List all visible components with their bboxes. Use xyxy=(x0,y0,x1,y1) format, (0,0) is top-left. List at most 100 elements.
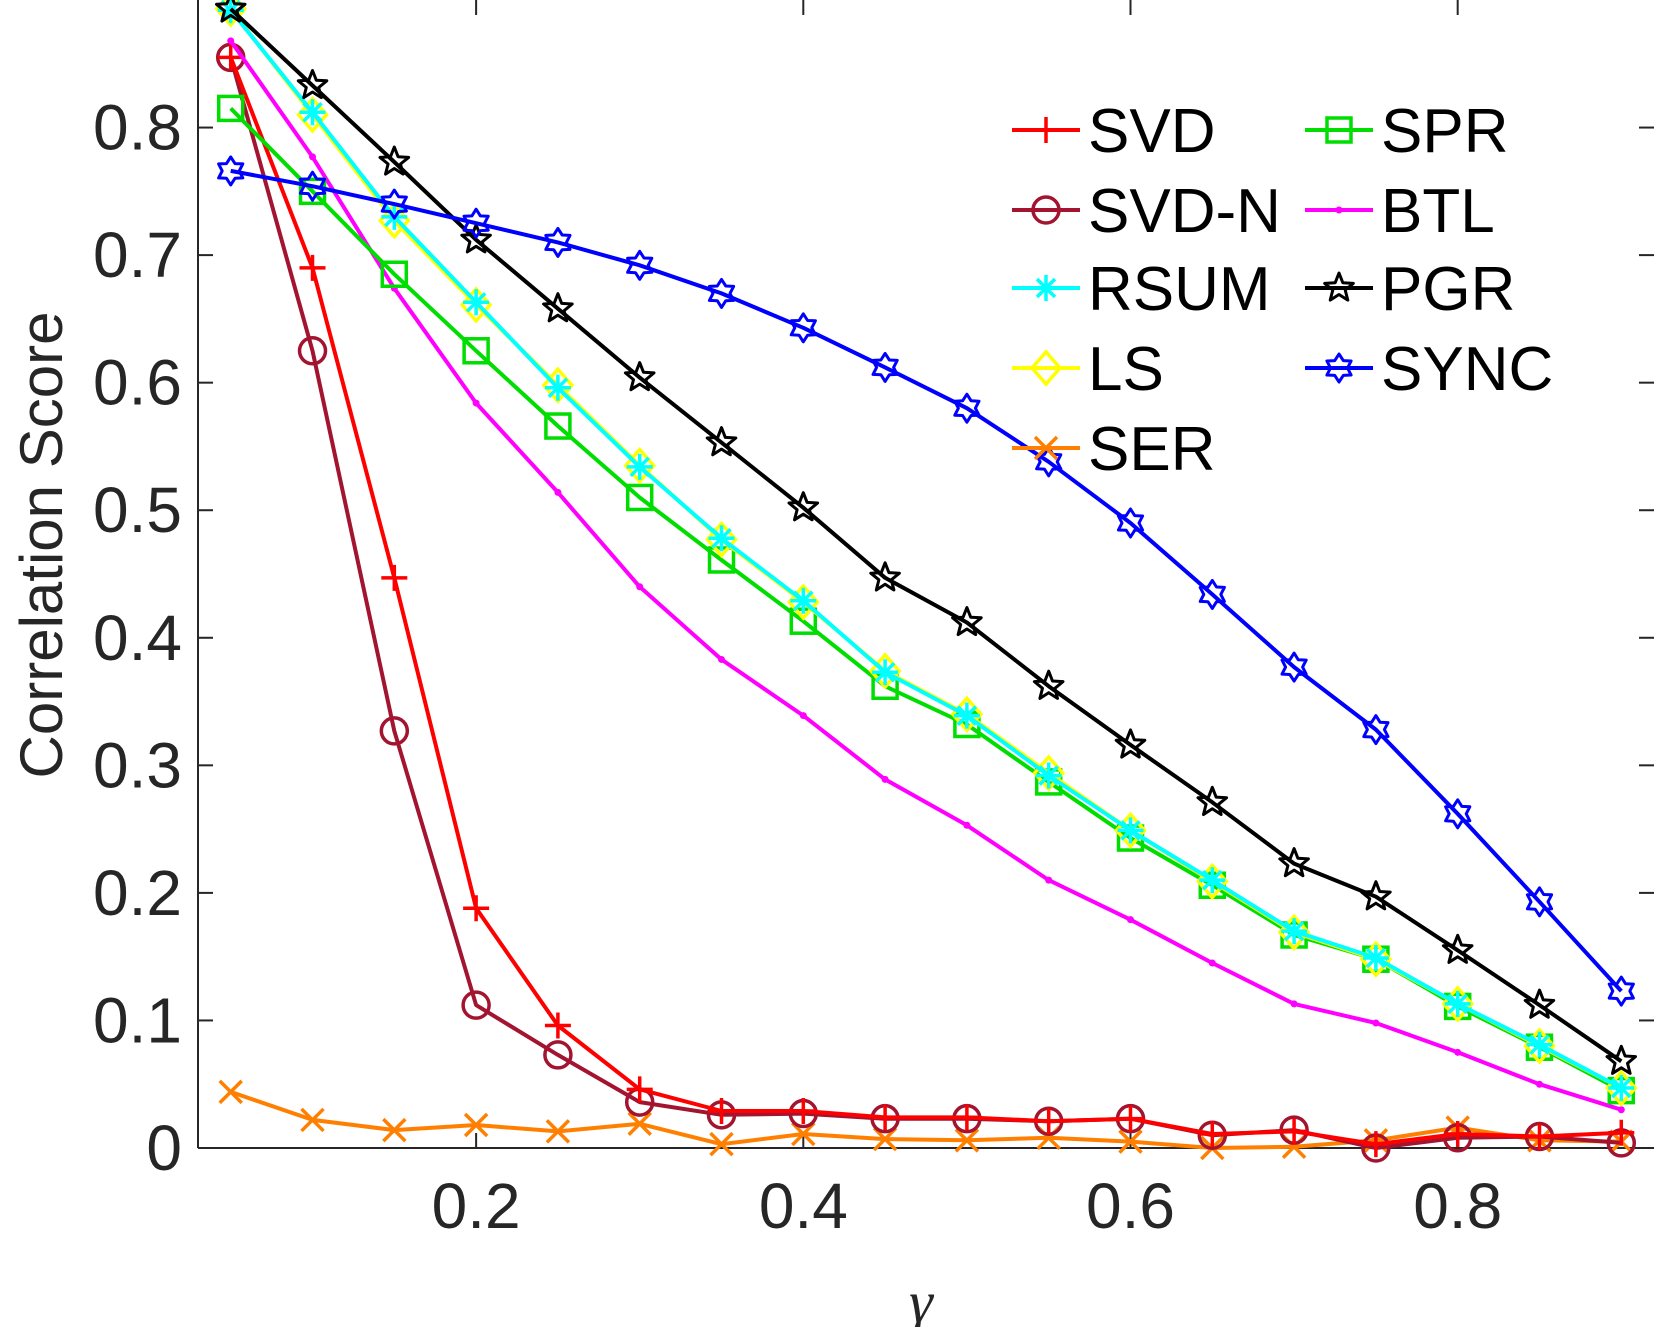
y-tick-label: 0.1 xyxy=(93,984,182,1056)
data-point-ser xyxy=(382,1117,407,1143)
data-point-btl xyxy=(1372,1019,1380,1027)
data-point-pgr xyxy=(1196,785,1229,816)
legend-marker-btl xyxy=(1335,206,1343,214)
data-point-spr xyxy=(380,260,409,288)
series-line-rsum xyxy=(229,8,1623,1090)
data-point-pgr xyxy=(1605,1044,1637,1075)
data-point-btl xyxy=(636,583,644,591)
data-point-sync xyxy=(544,226,572,258)
data-point-svd-n xyxy=(543,1040,573,1070)
legend-item-sync: SYNC xyxy=(1305,335,1553,404)
legend-marker-rsum xyxy=(1033,275,1059,301)
data-point-pgr xyxy=(1360,880,1392,911)
legend-marker-svd xyxy=(1033,117,1059,143)
y-tick-label: 0.3 xyxy=(93,729,182,801)
legend-marker-sync xyxy=(1325,352,1353,384)
legend-item-svd: SVD xyxy=(1012,97,1215,166)
y-tick-label: 0.4 xyxy=(93,602,182,674)
y-tick-label: 0.2 xyxy=(93,857,182,929)
legend-label-svd: SVD xyxy=(1088,97,1215,166)
data-point-ls xyxy=(459,286,493,324)
x-tick-label: 0.6 xyxy=(1086,1170,1175,1242)
data-point-rsum xyxy=(1444,990,1471,1017)
series-group xyxy=(214,0,1638,1163)
data-point-svd xyxy=(381,564,408,591)
data-point-ser xyxy=(709,1131,734,1157)
data-point-btl xyxy=(1290,1000,1298,1008)
data-point-svd xyxy=(1608,1119,1635,1146)
data-point-rsum xyxy=(299,99,326,126)
data-point-sync xyxy=(707,277,736,309)
data-point-btl xyxy=(1126,916,1134,924)
data-point-pgr xyxy=(1523,988,1556,1019)
legend-item-ser: SER xyxy=(1012,415,1215,484)
data-point-sync xyxy=(380,188,408,220)
data-point-ser xyxy=(627,1111,652,1136)
data-point-svd xyxy=(872,1104,899,1131)
data-point-svd xyxy=(544,1012,571,1039)
data-point-pgr xyxy=(951,606,983,637)
data-point-btl xyxy=(227,37,235,45)
data-point-svd xyxy=(626,1076,653,1103)
data-point-ser xyxy=(300,1107,325,1133)
data-point-rsum xyxy=(544,374,571,401)
data-point-pgr xyxy=(1278,847,1310,878)
data-point-pgr xyxy=(1032,669,1065,700)
data-point-rsum xyxy=(1199,867,1226,894)
data-point-pgr xyxy=(1114,728,1147,759)
x-tick-label: 0.8 xyxy=(1413,1170,1502,1242)
data-point-sync xyxy=(871,351,899,383)
data-point-rsum xyxy=(1608,1075,1635,1102)
y-axis-label: Correlation Score xyxy=(8,312,75,779)
data-point-rsum xyxy=(1362,944,1389,971)
legend-label-ls: LS xyxy=(1088,335,1164,404)
data-point-rsum xyxy=(953,702,980,729)
legend-marker-ser xyxy=(1033,435,1059,461)
data-point-pgr xyxy=(378,145,411,176)
data-point-ser xyxy=(872,1126,898,1152)
data-point-spr xyxy=(462,337,490,365)
data-point-btl xyxy=(1045,876,1053,884)
y-tick-label: 0.8 xyxy=(93,92,182,164)
data-point-sync xyxy=(789,312,817,344)
legend-label-pgr: PGR xyxy=(1381,255,1515,324)
data-point-ser xyxy=(1118,1129,1143,1154)
data-point-ser xyxy=(791,1121,816,1147)
series-sync xyxy=(217,155,1635,1007)
data-point-rsum xyxy=(1526,1031,1553,1058)
data-point-pgr xyxy=(869,561,901,592)
data-point-svd xyxy=(1526,1123,1553,1150)
data-point-spr xyxy=(544,412,572,440)
series-line-svd xyxy=(228,56,1622,1147)
data-point-ls xyxy=(786,583,820,621)
data-point-ser xyxy=(954,1128,980,1153)
data-point-svd xyxy=(1117,1105,1144,1132)
data-point-svd xyxy=(299,254,326,281)
data-point-rsum xyxy=(790,587,817,614)
data-point-sync xyxy=(1280,651,1308,683)
legend-item-rsum: RSUM xyxy=(1012,255,1271,324)
legend-label-btl: BTL xyxy=(1381,177,1495,246)
data-point-svd-n xyxy=(379,716,410,746)
data-point-sync xyxy=(1525,886,1554,918)
data-point-btl xyxy=(718,655,726,663)
data-point-sync xyxy=(1362,714,1390,746)
data-point-rsum xyxy=(1281,918,1308,945)
data-point-btl xyxy=(1535,1080,1543,1088)
data-point-btl xyxy=(309,153,317,161)
legend-marker-spr xyxy=(1325,116,1353,144)
legend-label-ser: SER xyxy=(1088,415,1215,484)
data-point-pgr xyxy=(542,292,574,323)
data-point-btl xyxy=(1208,959,1216,967)
data-point-ser xyxy=(545,1119,571,1144)
data-point-svd xyxy=(217,44,244,71)
x-tick-label: 0.4 xyxy=(759,1170,848,1242)
data-point-sync xyxy=(626,249,654,281)
legend-item-pgr: PGR xyxy=(1305,255,1515,324)
x-tick-label: 0.2 xyxy=(432,1170,521,1242)
data-point-pgr xyxy=(623,361,656,392)
data-point-ser xyxy=(463,1112,489,1138)
series-btl xyxy=(227,37,1625,1114)
data-point-pgr xyxy=(787,491,820,522)
legend-label-svd-n: SVD-N xyxy=(1088,177,1281,246)
